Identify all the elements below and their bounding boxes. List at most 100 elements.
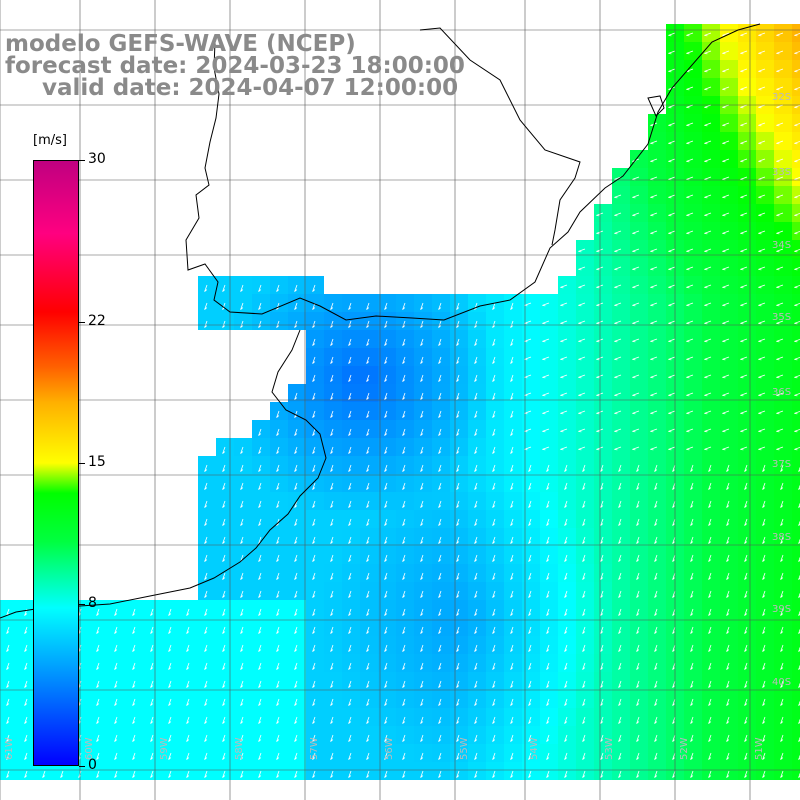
wind-arrow — [438, 446, 442, 454]
wind-arrow — [650, 266, 658, 270]
wind-arrow — [744, 662, 748, 670]
wind-arrow — [240, 716, 244, 724]
wind-arrow — [366, 734, 370, 742]
wind-arrow-head — [6, 649, 10, 652]
wind-arrow — [650, 194, 658, 198]
wind-arrow-head — [348, 523, 352, 526]
lon-label: 53W — [604, 737, 615, 760]
wind-arrow — [618, 626, 622, 634]
wind-arrow — [582, 500, 586, 508]
wind-arrow — [348, 770, 352, 778]
wind-arrow — [492, 572, 496, 580]
wind-arrow-head — [672, 631, 676, 634]
wind-arrow-head — [636, 667, 640, 670]
wind-arrow — [438, 536, 442, 544]
wind-arrow-head — [618, 685, 622, 688]
wind-arrow — [704, 338, 712, 342]
wind-arrow — [492, 500, 496, 508]
wind-arrow-head — [312, 307, 316, 310]
wind-arrow — [402, 500, 406, 508]
wind-arrow-head — [672, 541, 676, 544]
wind-arrow — [420, 716, 424, 724]
wind-arrow — [780, 626, 784, 634]
wind-arrow-head — [546, 667, 550, 670]
wind-arrow-head — [510, 325, 514, 328]
wind-arrow — [276, 446, 280, 454]
lon-label: 55W — [459, 737, 470, 760]
wind-arrow — [186, 734, 190, 742]
wind-arrow — [632, 446, 640, 450]
wind-arrow — [348, 374, 352, 382]
wind-arrow-head — [186, 685, 190, 688]
wind-arrow — [744, 572, 748, 580]
wind-arrow — [348, 590, 352, 598]
wind-arrow-head — [546, 685, 550, 688]
wind-arrow — [456, 446, 460, 454]
wind-arrow-head — [726, 523, 730, 526]
wind-arrow-head — [60, 775, 64, 778]
wind-arrow — [668, 356, 676, 360]
wind-arrow — [222, 284, 226, 292]
wind-arrow — [420, 644, 424, 652]
lat-label: 38S — [772, 532, 791, 543]
wind-arrow — [438, 752, 442, 760]
wind-arrow — [672, 536, 676, 544]
wind-arrow-head — [528, 523, 532, 526]
lat-label: 32S — [772, 92, 791, 103]
wind-arrow-head — [312, 523, 316, 526]
wind-arrow-head — [258, 721, 262, 724]
wind-arrow-head — [474, 739, 478, 742]
wind-arrow — [384, 392, 388, 400]
wind-arrow — [510, 410, 514, 418]
wind-arrow-head — [438, 397, 442, 400]
wind-arrow — [762, 590, 766, 598]
wind-arrow-head — [564, 613, 568, 616]
wind-arrow-head — [744, 757, 748, 760]
wind-arrow-head — [24, 775, 28, 778]
wind-arrow — [258, 698, 262, 706]
wind-arrow-head — [420, 775, 424, 778]
wind-arrow — [686, 374, 694, 378]
wind-arrow-head — [348, 667, 352, 670]
wind-arrow — [704, 392, 712, 396]
wind-arrow — [582, 716, 586, 724]
wind-arrow-head — [240, 703, 244, 706]
wind-arrow-head — [222, 595, 226, 598]
wind-arrow-head — [24, 685, 28, 688]
wind-arrow — [456, 698, 460, 706]
wind-arrow — [740, 158, 748, 162]
wind-arrow-head — [564, 541, 568, 544]
wind-arrow-head — [96, 757, 100, 760]
wind-arrow — [776, 194, 784, 198]
wind-arrow-head — [744, 703, 748, 706]
wind-arrow-head — [402, 541, 406, 544]
wind-arrow-head — [186, 613, 190, 616]
wind-arrow — [690, 482, 694, 490]
wind-arrow — [456, 338, 460, 346]
wind-arrow-head — [204, 703, 208, 706]
wind-arrow — [546, 626, 550, 634]
wind-arrow — [420, 590, 424, 598]
wind-arrow — [650, 230, 658, 234]
wind-arrow-head — [114, 667, 118, 670]
wind-arrow-head — [438, 505, 442, 508]
wind-arrow-head — [186, 667, 190, 670]
wind-arrow-head — [438, 649, 442, 652]
wind-arrow — [564, 500, 568, 508]
wind-arrow-head — [780, 595, 784, 598]
wind-arrow-head — [294, 523, 298, 526]
wind-arrow — [744, 626, 748, 634]
wind-arrow-head — [384, 577, 388, 580]
wind-arrow — [560, 428, 568, 432]
wind-arrow-head — [708, 505, 712, 508]
wind-arrow — [654, 608, 658, 616]
wind-arrow-head — [366, 703, 370, 706]
wind-arrow-head — [348, 415, 352, 418]
wind-arrow — [294, 590, 298, 598]
wind-cell — [792, 492, 800, 510]
wind-arrow-head — [582, 523, 586, 526]
wind-arrow — [258, 500, 262, 508]
wind-arrow — [636, 518, 640, 526]
wind-arrow — [420, 626, 424, 634]
wind-arrow-head — [510, 487, 514, 490]
